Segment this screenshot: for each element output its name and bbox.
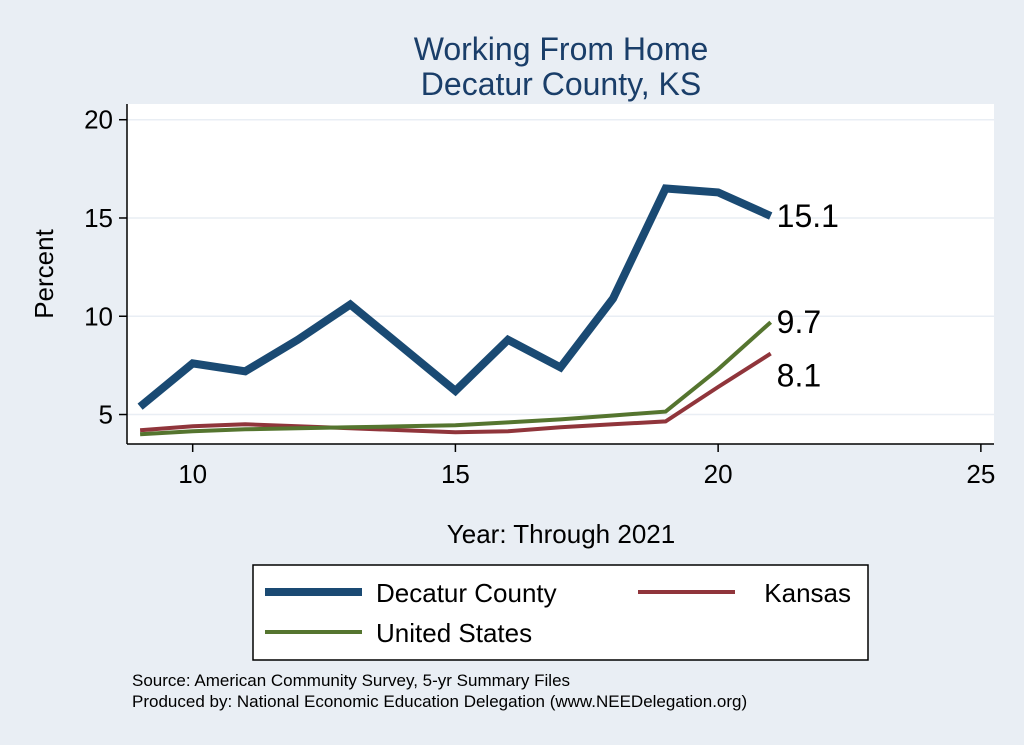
produced-by-line: Produced by: National Economic Education… <box>132 692 748 711</box>
x-tick-label: 15 <box>441 459 470 489</box>
end-labels: 15.1 8.1 9.7 <box>777 198 839 394</box>
end-label-united-states: 9.7 <box>777 304 821 340</box>
end-label-decatur-county: 15.1 <box>777 198 839 234</box>
legend-label-decatur-county: Decatur County <box>376 578 557 608</box>
series-group <box>137 184 773 437</box>
y-tick-label: 20 <box>84 105 113 135</box>
x-tick-label: 10 <box>178 459 207 489</box>
x-axis-label: Year: Through 2021 <box>447 519 675 549</box>
chart-title-line-1: Working From Home <box>414 31 709 67</box>
legend-label-united-states: United States <box>376 618 532 648</box>
legend-label-kansas: Kansas <box>764 578 851 608</box>
x-tick-label: 20 <box>704 459 733 489</box>
axes: 5 10 15 20 10 15 20 25 <box>84 104 995 489</box>
gridlines <box>127 118 994 416</box>
y-axis-label: Percent <box>29 228 59 318</box>
plot-area <box>127 104 994 444</box>
y-tick-label: 15 <box>84 203 113 233</box>
legend: Decatur County Kansas United States <box>252 564 869 661</box>
series-line-decatur-county <box>137 184 773 410</box>
y-tick-label: 5 <box>99 400 113 430</box>
source-line: Source: American Community Survey, 5-yr … <box>132 671 571 690</box>
chart-title-line-2: Decatur County, KS <box>421 66 701 102</box>
y-tick-label: 10 <box>84 301 113 331</box>
x-tick-label: 25 <box>966 459 995 489</box>
legend-box <box>252 564 869 661</box>
series-line-united-states <box>139 320 773 437</box>
source-notes: Source: American Community Survey, 5-yr … <box>132 670 747 712</box>
series-line-kansas <box>139 351 772 435</box>
end-label-kansas: 8.1 <box>777 358 821 394</box>
